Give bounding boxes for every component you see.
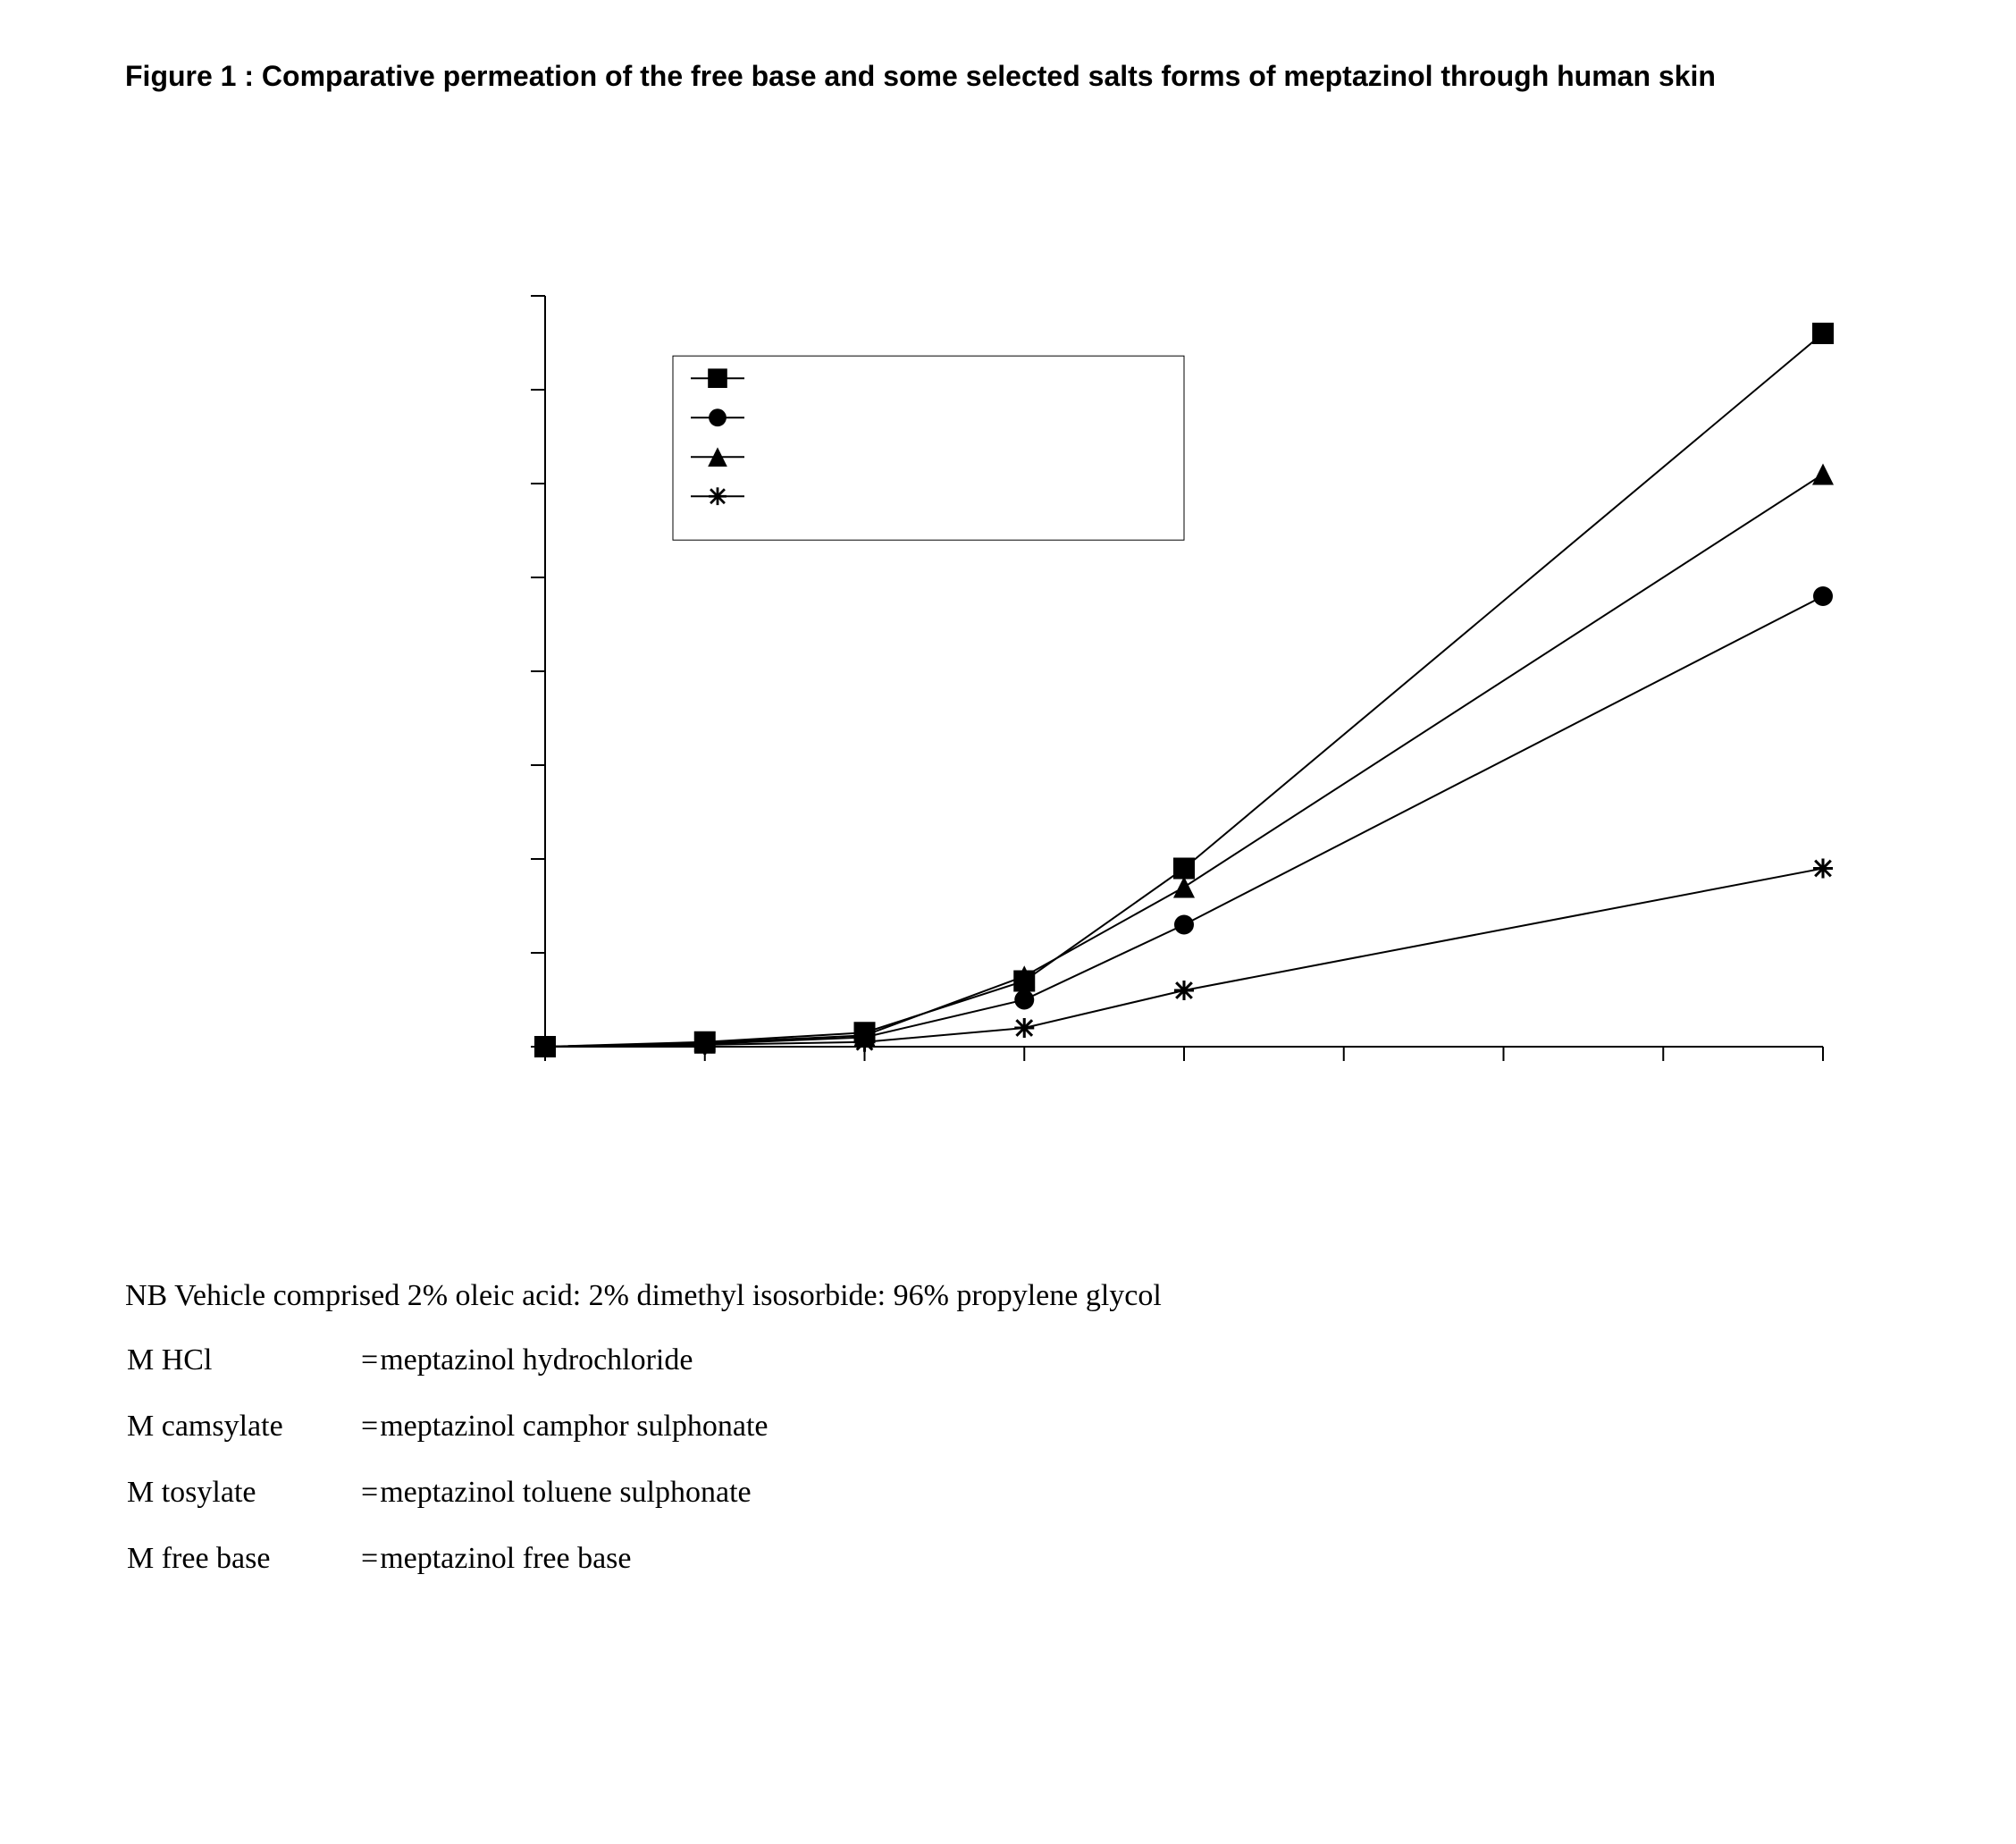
definition-row: M free base=meptazinol free base xyxy=(127,1527,769,1591)
vehicle-note: NB Vehicle comprised 2% oleic acid: 2% d… xyxy=(125,1266,1891,1326)
marker-asterisk xyxy=(1174,981,1194,1000)
marker-circle xyxy=(709,408,727,426)
marker-triangle xyxy=(1812,464,1834,485)
marker-asterisk xyxy=(1014,1018,1034,1038)
marker-triangle xyxy=(1173,877,1195,898)
marker-square xyxy=(1173,858,1195,880)
definition-equals: = xyxy=(361,1461,378,1525)
series-line xyxy=(545,596,1823,1047)
definition-equals: = xyxy=(361,1527,378,1591)
definition-equals: = xyxy=(361,1328,378,1393)
marker-asterisk xyxy=(695,1035,715,1055)
notes-block: NB Vehicle comprised 2% oleic acid: 2% d… xyxy=(125,1266,1891,1593)
definition-row: M tosylate=meptazinol toluene sulphonate xyxy=(127,1461,769,1525)
series-m_tosylate xyxy=(534,464,1834,1058)
definitions-table: M HCl=meptazinol hydrochlorideM camsylat… xyxy=(125,1326,770,1593)
definition-value: meptazinol toluene sulphonate xyxy=(380,1461,768,1525)
definition-key: M HCl xyxy=(127,1328,359,1393)
marker-circle xyxy=(1813,586,1833,606)
definition-key: M free base xyxy=(127,1527,359,1591)
chart-container xyxy=(509,278,1891,1087)
marker-square xyxy=(1812,323,1834,344)
marker-asterisk xyxy=(535,1037,555,1057)
definition-key: M tosylate xyxy=(127,1461,359,1525)
definition-key: M camsylate xyxy=(127,1394,359,1459)
legend-box xyxy=(673,356,1184,540)
series-line xyxy=(545,475,1823,1048)
definition-equals: = xyxy=(361,1394,378,1459)
permeation-chart xyxy=(509,278,1850,1082)
marker-asterisk xyxy=(1813,859,1833,879)
definition-row: M camsylate=meptazinol camphor sulphonat… xyxy=(127,1394,769,1459)
marker-circle xyxy=(1174,915,1194,935)
figure-title: Figure 1 : Comparative permeation of the… xyxy=(125,54,1891,99)
legend xyxy=(673,356,1184,540)
marker-square xyxy=(708,369,727,389)
definition-row: M HCl=meptazinol hydrochloride xyxy=(127,1328,769,1393)
definition-value: meptazinol free base xyxy=(380,1527,768,1591)
marker-circle xyxy=(1014,990,1034,1010)
definition-value: meptazinol camphor sulphonate xyxy=(380,1394,768,1459)
marker-asterisk xyxy=(855,1032,875,1052)
marker-asterisk xyxy=(709,487,727,505)
definition-value: meptazinol hydrochloride xyxy=(380,1328,768,1393)
